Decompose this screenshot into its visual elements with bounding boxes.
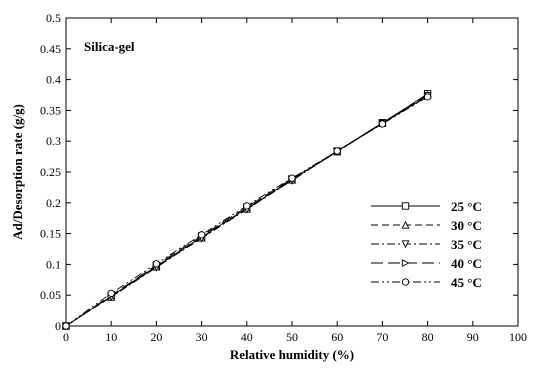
y-tick-label: 0.4 — [46, 73, 61, 87]
series-5-point — [197, 231, 206, 239]
legend-label-4: 40 °C — [451, 256, 482, 271]
legend-marker-3 — [401, 240, 410, 249]
legend-label-2: 30 °C — [451, 218, 482, 233]
legend-marker-5 — [401, 278, 410, 286]
x-tick-label: 40 — [241, 330, 253, 344]
y-tick-label: 0.35 — [40, 103, 61, 117]
y-tick-label: 0.05 — [40, 288, 61, 302]
y-tick-label: 0.2 — [46, 196, 61, 210]
series-5-point — [107, 289, 115, 298]
x-tick-label: 70 — [376, 330, 388, 344]
series-5-point — [333, 147, 341, 155]
y-tick-label: 0.25 — [40, 165, 61, 179]
y-tick-label: 0.5 — [46, 11, 61, 25]
x-tick-label: 0 — [63, 330, 69, 344]
y-axis-title: Ad/Desorption rate (g/g) — [10, 104, 25, 240]
axis-ticks — [65, 17, 519, 327]
x-tick-label: 10 — [105, 330, 117, 344]
series-markers — [62, 90, 432, 331]
y-tick-label: 0.45 — [40, 42, 61, 56]
legend-label-5: 45 °C — [451, 275, 482, 290]
y-tick-label: 0.3 — [46, 134, 61, 148]
series-5-point — [243, 202, 251, 210]
x-tick-label: 30 — [196, 330, 208, 344]
legend: 25 °C 30 °C 35 °C 40 °C 45 °C — [371, 199, 482, 290]
legend-marker-4 — [401, 259, 410, 267]
y-tick-label: 0.15 — [40, 227, 61, 241]
legend-marker-2 — [401, 220, 410, 229]
x-tick-label: 80 — [422, 330, 434, 344]
legend-label-3: 35 °C — [451, 237, 482, 252]
x-tick-label: 20 — [150, 330, 162, 344]
series-5-point — [288, 174, 296, 182]
chart-title: Silica-gel — [84, 39, 135, 54]
x-tick-label: 50 — [286, 330, 298, 344]
x-tick-label: 100 — [509, 330, 527, 344]
y-tick-label: 0 — [55, 319, 61, 333]
legend-marker-1 — [401, 202, 410, 210]
series-5-point — [152, 260, 161, 268]
legend-label-1: 25 °C — [451, 199, 482, 214]
x-tick-label: 60 — [331, 330, 343, 344]
tick-labels: 0 10 20 30 40 50 60 70 80 90 100 0 0.05 0.1 0.15 0.2 0.2… — [40, 11, 527, 344]
x-axis-title: Relative humidity (%) — [230, 347, 354, 362]
x-tick-label: 90 — [467, 330, 479, 344]
y-tick-label: 0.1 — [46, 257, 61, 271]
series-5-point — [62, 322, 70, 330]
series-5-point — [378, 120, 387, 128]
series-5-point — [423, 93, 432, 101]
